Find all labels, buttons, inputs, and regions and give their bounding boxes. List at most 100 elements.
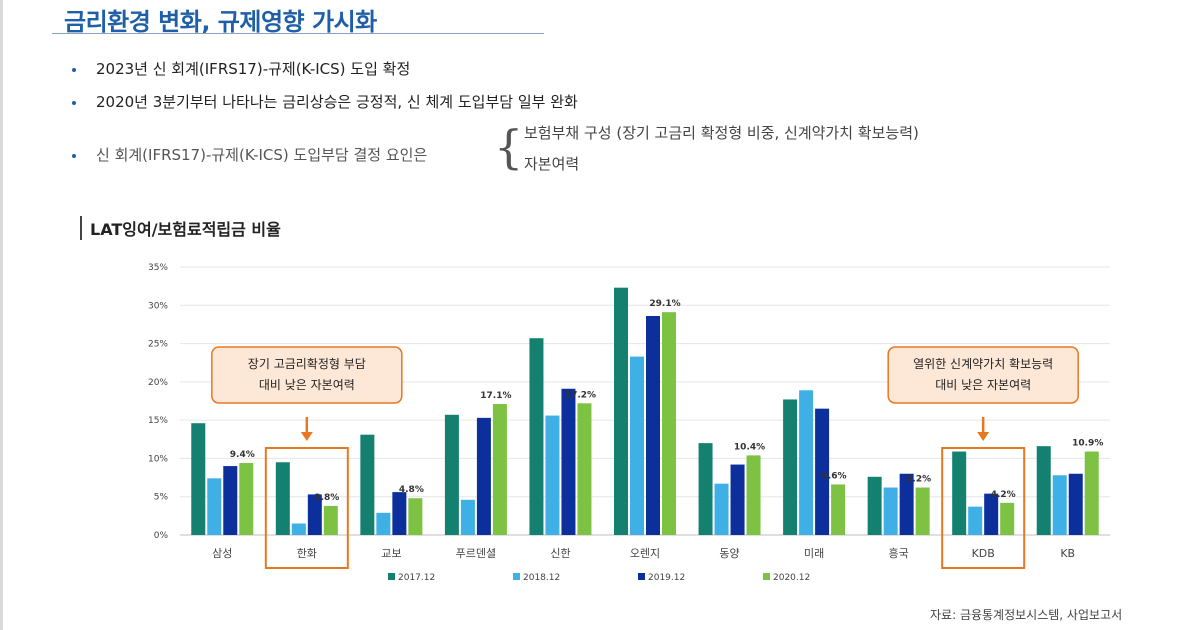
bar-2017.12 <box>614 287 628 535</box>
bar-2019.12 <box>561 388 576 535</box>
section-title: LAT잉여/보험료적립금 비율 <box>90 220 281 239</box>
data-label: 10.4% <box>734 442 765 452</box>
bar-2017.12 <box>444 414 459 535</box>
bar-2019.12 <box>1068 473 1083 535</box>
bar-2018.12 <box>460 499 475 535</box>
bar-2017.12 <box>360 434 375 535</box>
data-label: 10.9% <box>1072 439 1103 449</box>
bar-2019.12 <box>984 493 999 535</box>
bullet-item: 신 회계(IFRS17)-규제(K-ICS) 도입부담 결정 요인은 <box>72 144 427 165</box>
data-label: 3.8% <box>314 493 339 503</box>
x-tick-label: 오렌지 <box>630 547 660 560</box>
bullet-item: 2023년 신 회계(IFRS17)-규제(K-ICS) 도입 확정 <box>72 58 410 79</box>
bar-2019.12 <box>307 494 322 535</box>
legend-swatch <box>638 573 645 580</box>
bar-2020.12 <box>915 487 930 535</box>
title-underline <box>52 33 544 34</box>
data-label: 17.2% <box>565 390 596 400</box>
legend-swatch <box>513 573 520 580</box>
y-tick-label: 30% <box>148 301 168 311</box>
slide-title: 금리환경 변화, 규제영향 가시화 <box>64 8 377 36</box>
bar-2018.12 <box>207 478 222 535</box>
bar-2018.12 <box>799 390 814 535</box>
bar-2020.12 <box>408 498 423 535</box>
bar-2018.12 <box>291 523 306 535</box>
x-tick-label: 한화 <box>297 547 317 560</box>
bullet-text: 2020년 3분기부터 나타나는 금리상승은 긍정적, 신 체계 도입부담 일부… <box>96 93 578 111</box>
bar-2019.12 <box>899 473 914 535</box>
y-tick-label: 10% <box>148 454 168 464</box>
bar-2018.12 <box>376 512 391 535</box>
bar-2020.12 <box>1000 502 1015 535</box>
bar-2020.12 <box>323 505 338 535</box>
bar-2018.12 <box>714 483 729 535</box>
bar-2018.12 <box>1052 475 1067 535</box>
x-tick-label: 삼성 <box>212 547 232 560</box>
callout-text: 장기 고금리확정형 부담 <box>248 357 366 371</box>
bar-2019.12 <box>223 466 238 535</box>
data-label: 6.2% <box>906 475 931 485</box>
bar-2018.12 <box>883 487 898 535</box>
legend-label: 2020.12 <box>773 573 810 583</box>
legend-swatch <box>388 573 395 580</box>
x-tick-label: 푸르덴셜 <box>456 547 496 560</box>
legend-label: 2017.12 <box>398 573 435 583</box>
legend-label: 2019.12 <box>648 573 685 583</box>
data-label: 29.1% <box>649 299 680 309</box>
bar-2019.12 <box>476 417 491 535</box>
y-tick-label: 0% <box>154 531 169 541</box>
left-border <box>0 0 3 630</box>
bar-2019.12 <box>815 408 830 535</box>
bar-2017.12 <box>867 476 882 535</box>
factor-item: 보험부채 구성 (장기 고금리 확정형 비중, 신계약가치 확보능력) <box>524 124 919 142</box>
bar-2017.12 <box>783 399 798 535</box>
bullet-text: 신 회계(IFRS17)-규제(K-ICS) 도입부담 결정 요인은 <box>96 146 428 164</box>
bullet-dot-icon <box>72 100 76 105</box>
x-tick-label: KDB <box>972 547 995 560</box>
bar-2017.12 <box>1036 446 1051 535</box>
bar-2018.12 <box>545 415 560 535</box>
y-tick-label: 15% <box>148 416 168 426</box>
x-tick-label: 동양 <box>719 547 739 560</box>
data-label: 6.6% <box>822 471 847 481</box>
callout-text: 대비 낮은 자본여력 <box>259 378 355 392</box>
bar-2019.12 <box>392 492 407 535</box>
x-tick-label: 신한 <box>550 547 570 560</box>
bar-2020.12 <box>662 312 676 535</box>
x-tick-label: 미래 <box>804 547 824 560</box>
data-label: 9.4% <box>230 450 255 460</box>
callout-text: 대비 낮은 자본여력 <box>935 378 1031 392</box>
bullet-dot-icon <box>72 67 76 72</box>
y-tick-label: 5% <box>154 493 169 503</box>
bar-2018.12 <box>630 356 644 535</box>
highlight-box <box>941 447 1026 569</box>
bar-2020.12 <box>577 403 592 535</box>
bullet-text: 2023년 신 회계(IFRS17)-규제(K-ICS) 도입 확정 <box>96 60 411 78</box>
data-label: 4.2% <box>991 490 1016 500</box>
highlight-box <box>264 447 349 569</box>
bar-2017.12 <box>275 462 290 535</box>
callout-text: 열위한 신계약가치 확보능력 <box>913 356 1053 371</box>
bar-2020.12 <box>831 484 846 535</box>
arrow-head-icon <box>300 432 313 441</box>
source-note: 자료: 금융통계정보시스템, 사업보고서 <box>930 608 1123 622</box>
bar-2019.12 <box>646 316 660 535</box>
bar-2020.12 <box>239 463 254 535</box>
x-tick-label: 교보 <box>381 547 401 560</box>
bar-2017.12 <box>191 423 206 535</box>
legend-label: 2018.12 <box>523 573 560 583</box>
bar-2017.12 <box>529 338 544 535</box>
bar-2020.12 <box>492 404 507 535</box>
y-tick-label: 20% <box>148 378 168 388</box>
callout-box <box>887 346 1079 404</box>
bar-2018.12 <box>968 506 983 535</box>
legend-swatch <box>763 573 770 580</box>
bar-2019.12 <box>730 464 745 535</box>
x-tick-label: KB <box>1060 547 1075 560</box>
data-label: 17.1% <box>480 391 511 401</box>
arrow-head-icon <box>977 432 990 441</box>
y-tick-label: 25% <box>148 340 168 350</box>
bar-2017.12 <box>698 443 713 535</box>
x-tick-label: 흥국 <box>889 546 909 560</box>
